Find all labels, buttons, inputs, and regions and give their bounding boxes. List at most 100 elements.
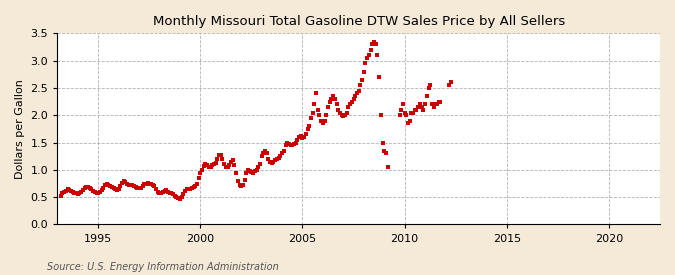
Point [271,157,282,161]
Title: Monthly Missouri Total Gasoline DTW Sales Price by All Sellers: Monthly Missouri Total Gasoline DTW Sale… [153,15,565,28]
Point [225,160,236,164]
Point [443,83,454,87]
Point [321,113,332,117]
Point [115,184,126,188]
Point [428,105,439,109]
Point [241,170,252,175]
Point [134,186,144,191]
Point [105,183,115,188]
Point [92,191,103,196]
Point [139,182,150,186]
Point [88,188,99,193]
Point [404,119,415,123]
Point [372,53,383,57]
Point [256,154,267,158]
Point [156,191,167,196]
Point [414,102,425,106]
Point [313,108,323,112]
Point [118,178,129,183]
Point [254,162,265,167]
Point [297,136,308,140]
Point [142,181,153,185]
Point [446,80,456,85]
Point [214,152,225,157]
Point [157,189,168,194]
Point [326,97,337,101]
Point [182,187,192,191]
Point [140,181,151,186]
Point [280,143,291,147]
Point [210,161,221,166]
Point [147,183,158,187]
Point [307,110,318,115]
Point [98,186,109,190]
Point [287,143,298,147]
Point [381,151,392,156]
Point [219,162,230,167]
Point [365,48,376,52]
Point [427,102,437,106]
Point [302,127,313,131]
Point [317,121,328,126]
Point [168,192,179,197]
Point [120,180,131,184]
Point [146,182,157,186]
Point [74,191,85,196]
Point [57,191,68,196]
Point [205,165,216,169]
Point [355,83,366,87]
Point [296,134,306,138]
Point [343,105,354,109]
Point [329,97,340,101]
Point [101,182,112,186]
Point [263,157,274,161]
Point [251,168,262,172]
Point [89,189,100,194]
Point [369,39,379,44]
Point [413,105,424,109]
Point [403,121,414,126]
Point [222,165,233,169]
Point [202,163,213,168]
Point [425,83,435,87]
Point [236,184,246,188]
Point [175,197,186,201]
Point [209,162,219,167]
Point [95,189,105,194]
Point [217,157,227,161]
Point [107,185,117,189]
Point [314,113,325,117]
Point [239,177,250,182]
Point [110,187,121,191]
Point [117,181,128,185]
Point [159,188,170,193]
Point [319,119,330,123]
Point [310,91,321,96]
Point [212,157,223,161]
Point [215,152,226,157]
Point [401,113,412,117]
Point [227,158,238,162]
Point [352,91,362,96]
Point [200,162,211,167]
Point [362,56,373,60]
Point [299,135,310,139]
Point [221,165,232,169]
Point [363,53,374,57]
Point [357,78,368,82]
Point [358,69,369,74]
Point [180,188,190,193]
Point [192,181,202,186]
Point [173,196,184,200]
Point [260,148,271,153]
Point [204,165,215,169]
Point [55,193,66,198]
Point [430,102,441,106]
Point [294,135,304,139]
Point [324,99,335,104]
Point [265,160,275,164]
Point [273,156,284,160]
Point [304,124,315,128]
Point [377,140,388,145]
Point [420,102,431,106]
